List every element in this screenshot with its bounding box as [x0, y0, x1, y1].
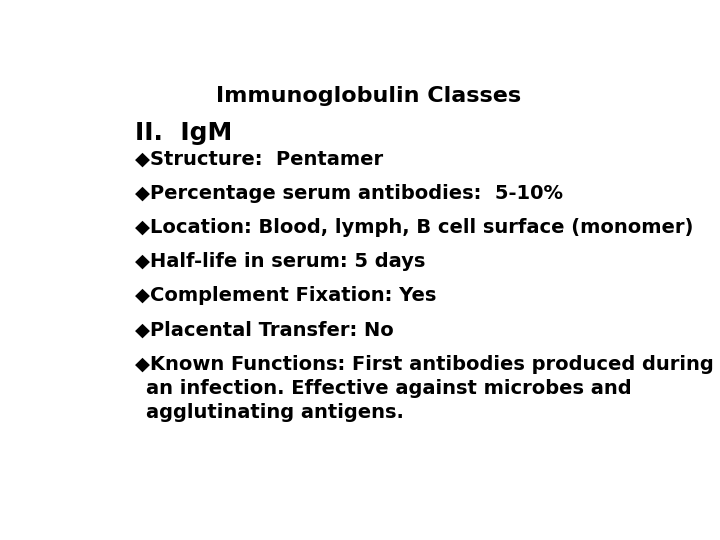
Text: ◆Half-life in serum: 5 days: ◆Half-life in serum: 5 days: [135, 252, 425, 271]
Text: ◆Location: Blood, lymph, B cell surface (monomer): ◆Location: Blood, lymph, B cell surface …: [135, 218, 693, 237]
Text: ◆Known Functions: First antibodies produced during: ◆Known Functions: First antibodies produ…: [135, 355, 714, 374]
Text: ◆Placental Transfer: No: ◆Placental Transfer: No: [135, 321, 393, 340]
Text: ◆Percentage serum antibodies:  5-10%: ◆Percentage serum antibodies: 5-10%: [135, 184, 562, 203]
Text: ◆Structure:  Pentamer: ◆Structure: Pentamer: [135, 150, 383, 169]
Text: agglutinating antigens.: agglutinating antigens.: [145, 403, 404, 422]
Text: II.  IgM: II. IgM: [135, 121, 232, 145]
Text: Immunoglobulin Classes: Immunoglobulin Classes: [217, 85, 521, 106]
Text: an infection. Effective against microbes and: an infection. Effective against microbes…: [145, 379, 631, 398]
Text: ◆Complement Fixation: Yes: ◆Complement Fixation: Yes: [135, 286, 436, 306]
